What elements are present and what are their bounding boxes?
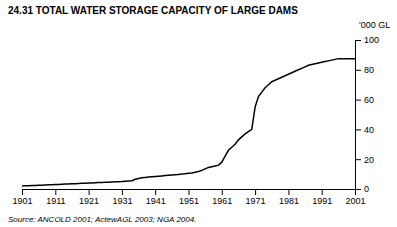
x-tick-label: 1901 (12, 196, 32, 206)
y-tick-mark (355, 159, 361, 160)
x-tick-label: 1961 (212, 196, 232, 206)
x-tick-label: 1921 (79, 196, 99, 206)
plot-area: 1901 1911 1921 1931 1941 1951 1961 1971 1981 1991… (12, 35, 379, 206)
x-tick-mark (255, 189, 256, 195)
x-tick-label: 1991 (312, 196, 332, 206)
x-tick: 1901 (12, 189, 32, 206)
x-tick-label: 1971 (246, 196, 266, 206)
y-tick-mark (355, 70, 361, 71)
x-tick: 1931 (112, 189, 132, 206)
chart: 24.31 TOTAL WATER STORAGE CAPACITY OF LA… (0, 0, 397, 227)
y-tick: 20 (355, 155, 374, 165)
x-tick-label: 1911 (46, 196, 65, 206)
x-tick-label: 2001 (345, 196, 365, 206)
y-axis-label: '000 GL (359, 20, 390, 30)
x-tick: 1911 (46, 189, 65, 206)
x-tick: 1921 (79, 189, 99, 206)
x-tick-label: 1931 (112, 196, 132, 206)
x-tick: 1941 (146, 189, 166, 206)
x-tick-mark (155, 189, 156, 195)
y-tick-mark (355, 189, 361, 190)
y-tick-label: 0 (364, 184, 369, 194)
y-axis: 0 20 40 60 80 100 (355, 35, 379, 194)
y-tick-mark (355, 40, 361, 41)
x-tick-mark (222, 189, 223, 195)
x-tick-mark (55, 189, 56, 195)
x-tick-mark (322, 189, 323, 195)
y-tick: 80 (355, 65, 374, 75)
x-tick-mark (288, 189, 289, 195)
line (22, 59, 355, 186)
x-tick: 1981 (279, 189, 299, 206)
x-axis-line (23, 190, 356, 196)
y-tick-label: 40 (364, 125, 374, 135)
y-tick-mark (355, 100, 361, 101)
x-tick-mark (122, 189, 123, 195)
x-tick-mark (89, 189, 90, 195)
y-tick-label: 100 (364, 35, 379, 45)
source: Source: ANCOLD 2001; ActewAGL 2003; NGA … (8, 215, 196, 224)
y-tick: 60 (355, 95, 374, 105)
x-axis: 1901 1911 1921 1931 1941 1951 1961 1971 1981 1991… (12, 189, 365, 206)
x-tick-label: 1951 (179, 196, 199, 206)
x-tick: 1961 (212, 189, 232, 206)
x-tick-mark (189, 189, 190, 195)
y-tick-label: 20 (364, 155, 374, 165)
x-tick-label: 1981 (279, 196, 299, 206)
x-tick: 1971 (246, 189, 266, 206)
x-tick: 2001 (345, 189, 365, 206)
y-tick-label: 80 (364, 65, 374, 75)
x-tick-mark (22, 189, 23, 195)
y-tick: 0 (355, 184, 369, 194)
x-tick: 1951 (179, 189, 199, 206)
x-tick-label: 1941 (146, 196, 166, 206)
y-tick: 40 (355, 125, 374, 135)
y-tick-label: 60 (364, 95, 374, 105)
marks (22, 59, 355, 186)
y-tick-mark (355, 129, 361, 130)
x-tick: 1991 (312, 189, 332, 206)
y-tick: 100 (355, 35, 379, 45)
y-axis-line (356, 41, 362, 190)
title: 24.31 TOTAL WATER STORAGE CAPACITY OF LA… (8, 5, 298, 16)
